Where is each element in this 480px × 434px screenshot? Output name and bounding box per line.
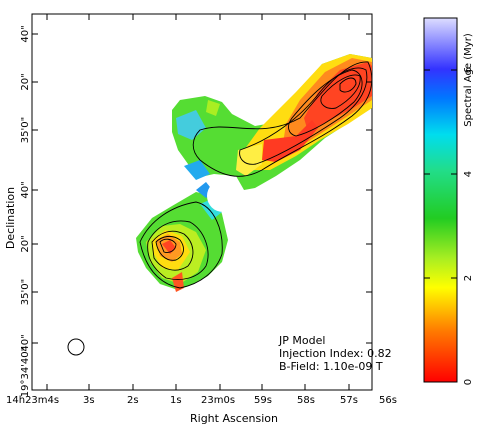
y-axis-label: Declination [4,187,17,249]
beam-ellipse [67,338,85,356]
x-tick-labels: 14h23m4s 3s 2s 1s 23m0s 59s 58s 57s 56s [6,395,397,406]
colorbar-label: Spectral Age (Myr) [463,33,474,127]
colorbar [423,17,458,383]
x-tick-label: 2s [127,395,139,406]
colorbar-tick-label: 0 [463,379,474,385]
y-tick-label: 20" [20,235,31,252]
y-tick-label: 19°34'40" [20,347,31,398]
y-tick-label: 40" [20,181,31,198]
y-tick-label: 40" [20,334,31,351]
colorbar-tick-label: 6 [463,67,474,73]
y-tick-labels: 40" 20" 35'0" 40" 20" 35'0" 40" 19°34'40… [20,25,31,397]
x-tick-label: 58s [297,395,315,406]
colorbar-tick-labels: 0 2 4 6 [463,67,474,385]
x-tick-label: 23m0s [201,395,235,406]
y-tick-label: 35'0" [20,117,31,143]
spectral-age-map [136,54,372,292]
y-tick-label: 40" [20,25,31,42]
x-tick-label: 56s [379,395,397,406]
colorbar-tick-label: 4 [463,171,474,177]
x-axis-label: Right Ascension [190,412,278,425]
intensity-contours [139,61,372,289]
colorbar-ticks [424,69,457,383]
y-tick-label: 35'0" [20,279,31,305]
injection-index: Injection Index: 0.82 [279,347,392,360]
colorbar-tick-label: 2 [463,275,474,281]
model-annotation: JP Model Injection Index: 0.82 B-Field: … [278,334,392,373]
x-tick-label: 14h23m4s [6,395,59,406]
model-name: JP Model [278,334,325,347]
x-tick-label: 1s [170,395,182,406]
b-field: B-Field: 1.10e-09 T [279,360,383,373]
x-tick-label: 57s [340,395,358,406]
tick-marks [32,14,372,390]
y-tick-label: 20" [20,73,31,90]
x-tick-label: 59s [254,395,272,406]
x-tick-label: 3s [83,395,95,406]
